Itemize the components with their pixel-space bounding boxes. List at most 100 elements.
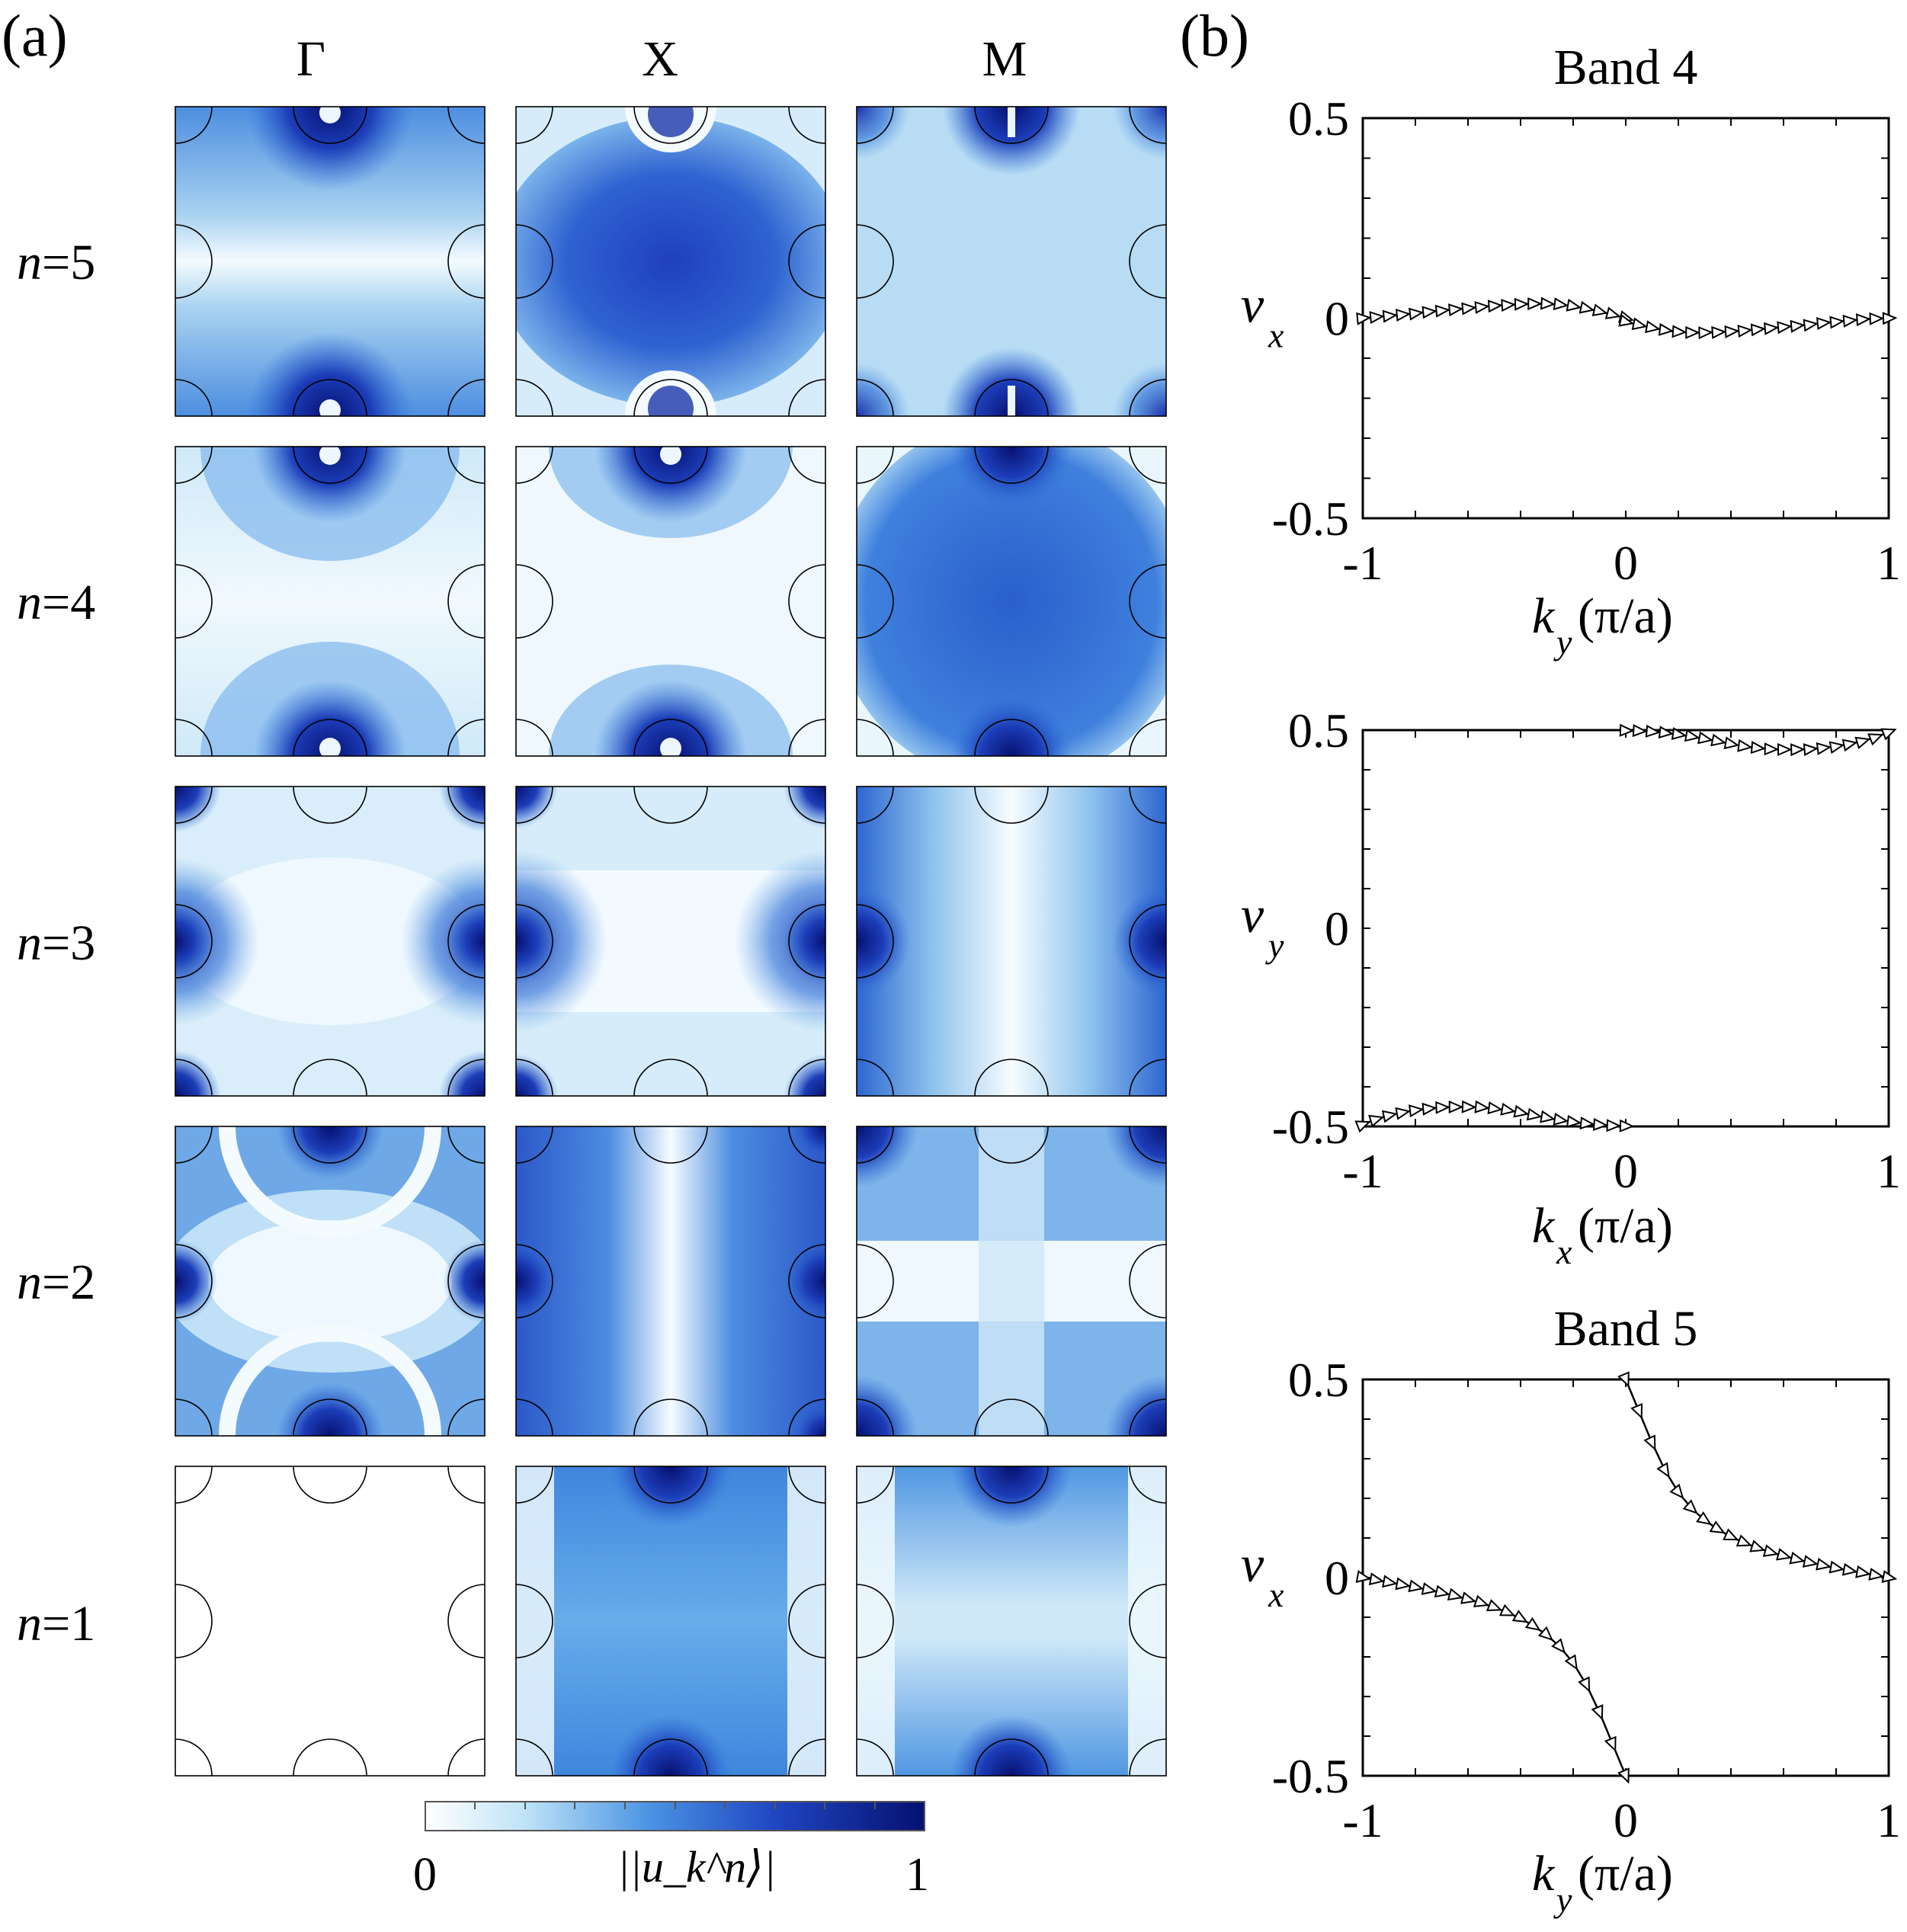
field-gamma-n3 bbox=[175, 786, 486, 1097]
data-point-marker bbox=[1841, 1562, 1858, 1576]
data-point-marker bbox=[1461, 302, 1477, 316]
x-axis-label-units: (π/a) bbox=[1578, 1198, 1673, 1254]
data-point-marker bbox=[1434, 1584, 1450, 1598]
data-point-marker bbox=[1604, 1735, 1617, 1753]
row-label-n4: n=4 bbox=[17, 575, 96, 630]
data-point-marker bbox=[1381, 1110, 1398, 1123]
data-point-marker bbox=[1421, 1102, 1437, 1116]
data-point-marker bbox=[1764, 742, 1780, 756]
data-point-marker bbox=[1382, 309, 1398, 323]
x-axis-label-units: (π/a) bbox=[1578, 588, 1673, 644]
data-point-marker bbox=[1617, 1371, 1630, 1388]
data-point-marker bbox=[1789, 1551, 1806, 1565]
data-point-marker bbox=[1671, 727, 1687, 740]
data-point-marker bbox=[1656, 1462, 1670, 1479]
colorbar bbox=[425, 1801, 925, 1831]
field-x-n3 bbox=[515, 786, 826, 1097]
y-tick-label: 0 bbox=[1325, 902, 1349, 956]
data-point-marker bbox=[1710, 733, 1726, 747]
data-point-marker bbox=[1882, 312, 1898, 325]
data-point-marker bbox=[1566, 298, 1582, 312]
data-point-marker bbox=[1669, 1483, 1684, 1500]
data-point-marker bbox=[1880, 728, 1897, 741]
data-point-marker bbox=[1421, 1582, 1437, 1595]
field-m-n5 bbox=[856, 106, 1167, 417]
column-header-x: X bbox=[642, 31, 678, 87]
data-point-marker bbox=[1842, 314, 1858, 328]
data-point-marker bbox=[1395, 1107, 1412, 1120]
data-point-marker bbox=[1461, 1100, 1477, 1113]
x-tick-label: 1 bbox=[1877, 1793, 1901, 1847]
chart-3: -1 0 1 0.5 0 -0.5 vx k y (π/a) Band 5 bbox=[1241, 1301, 1901, 1919]
data-point-marker bbox=[1355, 1570, 1372, 1583]
data-point-marker bbox=[1790, 319, 1806, 333]
data-point-marker bbox=[1553, 297, 1569, 311]
data-point-marker bbox=[1643, 1434, 1656, 1451]
data-point-marker bbox=[1591, 1704, 1604, 1721]
data-point-marker bbox=[1762, 1544, 1779, 1557]
data-point-marker bbox=[1881, 1570, 1898, 1583]
data-point-marker bbox=[1619, 1119, 1635, 1133]
y-tick-label: 0 bbox=[1325, 1551, 1349, 1605]
data-point-marker bbox=[1829, 316, 1845, 329]
data-point-marker bbox=[1630, 1402, 1643, 1420]
x-tick-label: 0 bbox=[1614, 1144, 1638, 1198]
data-point-marker bbox=[1564, 1654, 1578, 1671]
data-point-marker bbox=[1537, 1626, 1554, 1642]
data-point-marker bbox=[1487, 300, 1503, 313]
data-point-marker bbox=[1802, 1555, 1819, 1568]
data-point-marker bbox=[1566, 1114, 1582, 1128]
data-point-marker bbox=[1750, 323, 1766, 337]
x-axis-label: k bbox=[1532, 1846, 1556, 1902]
data-point-marker bbox=[1498, 1604, 1516, 1616]
y-tick-label: 0.5 bbox=[1288, 703, 1349, 758]
y-tick-label: -0.5 bbox=[1272, 1749, 1349, 1803]
data-point-marker bbox=[1382, 1575, 1398, 1588]
chart-title: Band 4 bbox=[1554, 40, 1698, 95]
data-point-marker bbox=[1396, 309, 1412, 322]
row-label-n3: n=3 bbox=[17, 915, 96, 971]
data-point-marker bbox=[1368, 1572, 1385, 1586]
data-point-marker bbox=[1540, 296, 1556, 310]
y-tick-label: -0.5 bbox=[1272, 1100, 1349, 1154]
data-point-marker bbox=[1816, 742, 1832, 755]
data-point-marker bbox=[1790, 743, 1806, 757]
data-point-marker bbox=[1684, 729, 1700, 742]
data-point-marker bbox=[1868, 1568, 1885, 1581]
x-axis-label-subscript: y bbox=[1553, 623, 1572, 662]
data-point-marker bbox=[1524, 1616, 1541, 1631]
data-point-marker bbox=[1737, 325, 1753, 338]
chart-2: -1 0 1 0.5 0 -0.5 vy k x (π/a) bbox=[1241, 703, 1901, 1271]
field-x-n5 bbox=[515, 106, 826, 417]
data-point-marker bbox=[1816, 317, 1832, 331]
panel-a-label: (a) bbox=[2, 2, 68, 69]
data-point-marker bbox=[1368, 1114, 1385, 1128]
data-point-marker bbox=[1685, 325, 1700, 339]
data-point-marker bbox=[1645, 724, 1661, 738]
data-point-marker bbox=[1448, 1100, 1464, 1114]
data-point-marker bbox=[1500, 1102, 1517, 1116]
x-axis-label-subscript: x bbox=[1556, 1232, 1572, 1271]
x-tick-label: 0 bbox=[1614, 536, 1638, 590]
x-axis-label: k bbox=[1532, 1198, 1556, 1254]
x-axis-label: k bbox=[1532, 588, 1556, 644]
data-point-marker bbox=[1474, 301, 1490, 315]
data-point-marker bbox=[1553, 1113, 1569, 1126]
y-axis-label-subscript: x bbox=[1268, 316, 1284, 355]
row-label-n5: n=5 bbox=[17, 235, 96, 290]
data-point-marker bbox=[1448, 303, 1464, 317]
row-label-n1: n=1 bbox=[17, 1596, 96, 1652]
data-point-marker bbox=[1474, 1100, 1490, 1113]
data-point-marker bbox=[1658, 322, 1675, 336]
data-point-marker bbox=[1711, 325, 1727, 339]
data-point-marker bbox=[1619, 723, 1635, 737]
data-point-marker bbox=[1486, 1599, 1503, 1612]
x-tick-label: -1 bbox=[1342, 536, 1383, 590]
colorbar-label: ||u_k^n⟩| bbox=[617, 1842, 776, 1892]
data-point-marker bbox=[1803, 319, 1819, 332]
data-point-marker bbox=[1697, 731, 1713, 745]
field-x-n2 bbox=[515, 1126, 826, 1437]
field-gamma-n4 bbox=[175, 446, 486, 757]
y-axis-label-subscript: y bbox=[1265, 926, 1284, 965]
field-m-n3 bbox=[856, 786, 1167, 1097]
